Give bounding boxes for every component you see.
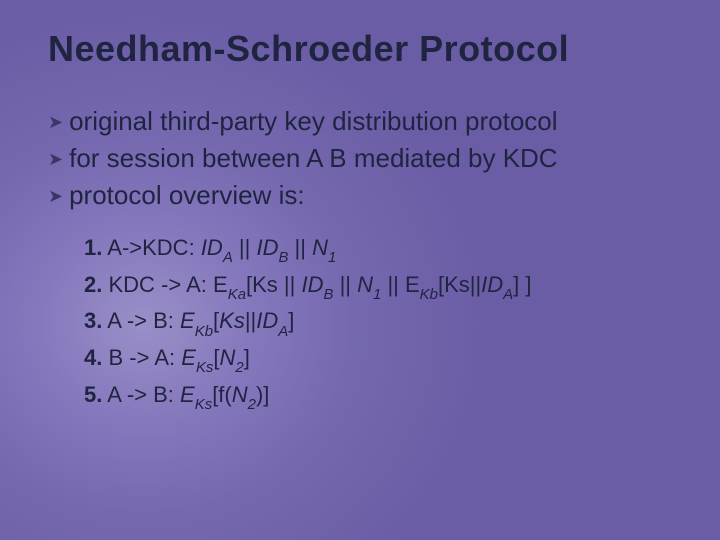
step-rhs: EKb[Ks||IDA] [180, 308, 294, 333]
bullet-marker-icon: ➤ [48, 147, 63, 171]
step-number: 4. [84, 345, 102, 370]
step-rhs: EKa[Ks || IDB || N1 || EKb[Ks||IDA] ] [213, 272, 531, 297]
bullet-item: ➤ original third-party key distribution … [48, 104, 680, 139]
bullet-text: protocol overview is: [69, 178, 305, 213]
bullet-item: ➤ protocol overview is: [48, 178, 680, 213]
step-rhs: EKs[N2] [181, 345, 250, 370]
step-number: 3. [84, 308, 102, 333]
bullet-marker-icon: ➤ [48, 110, 63, 134]
step-lhs: KDC -> A: [108, 272, 206, 297]
step-item: 5. A -> B: EKs[f(N2)] [84, 378, 680, 415]
bullet-text: for session between A B mediated by KDC [69, 141, 558, 176]
bullet-list: ➤ original third-party key distribution … [48, 104, 680, 213]
step-number: 2. [84, 272, 102, 297]
step-item: 2. KDC -> A: EKa[Ks || IDB || N1 || EKb[… [84, 268, 680, 305]
step-item: 1. A->KDC: IDA || IDB || N1 [84, 231, 680, 268]
step-item: 3. A -> B: EKb[Ks||IDA] [84, 304, 680, 341]
step-lhs: A -> B: [107, 308, 174, 333]
bullet-marker-icon: ➤ [48, 184, 63, 208]
step-number: 5. [84, 382, 102, 407]
step-rhs: IDA || IDB || N1 [201, 235, 337, 260]
bullet-item: ➤ for session between A B mediated by KD… [48, 141, 680, 176]
slide: Needham-Schroeder Protocol ➤ original th… [0, 0, 720, 540]
step-number: 1. [84, 235, 102, 260]
step-item: 4. B -> A: EKs[N2] [84, 341, 680, 378]
step-lhs: A -> B: [107, 382, 174, 407]
step-lhs: A->KDC: [107, 235, 194, 260]
slide-title: Needham-Schroeder Protocol [48, 28, 680, 70]
protocol-steps: 1. A->KDC: IDA || IDB || N1 2. KDC -> A:… [84, 231, 680, 414]
step-rhs: EKs[f(N2)] [180, 382, 269, 407]
bullet-text: original third-party key distribution pr… [69, 104, 557, 139]
step-lhs: B -> A: [108, 345, 175, 370]
